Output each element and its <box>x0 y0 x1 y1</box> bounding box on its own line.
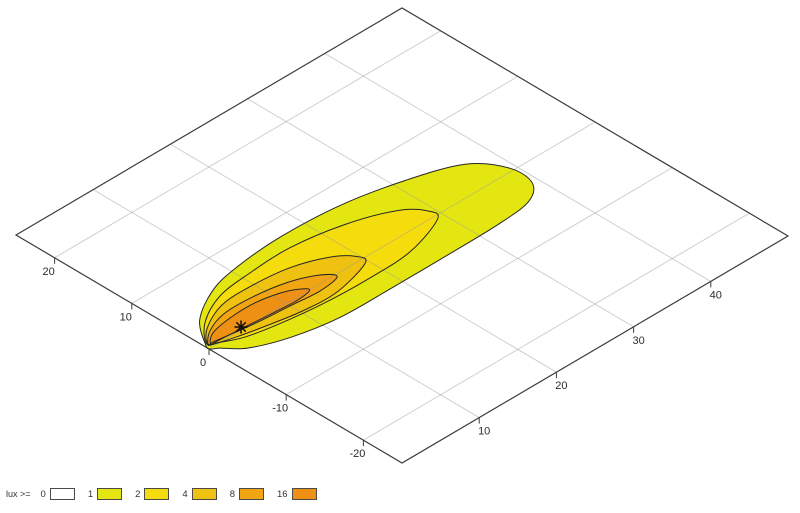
legend-item-label: 2 <box>135 488 141 500</box>
right-axis-label-10: 10 <box>478 426 490 438</box>
legend-item-label: 1 <box>87 488 94 500</box>
left-axis-label-20: 20 <box>42 266 54 278</box>
legend-item-label: 0 <box>40 488 46 500</box>
contour-line-4 <box>205 255 367 346</box>
legend-swatch <box>191 488 217 500</box>
legend-item-2: 2 <box>135 488 170 500</box>
left-axis-label--10: -10 <box>272 403 288 415</box>
right-axis-label-20: 20 <box>555 380 567 392</box>
legend-item-label: 4 <box>182 488 188 500</box>
gridline-u40 <box>324 52 712 282</box>
contour-line-1 <box>199 163 535 350</box>
left-axis-label--20: -20 <box>349 448 365 460</box>
legend-swatch <box>49 488 75 500</box>
legend-item-0: 0 <box>41 488 75 500</box>
right-axis-label-40: 40 <box>710 289 722 301</box>
legend-swatch <box>239 488 265 500</box>
plot-border <box>14 7 790 464</box>
gridline-v0 <box>208 121 596 350</box>
gridline-u10 <box>92 189 480 419</box>
legend-item-1: 1 <box>87 488 123 500</box>
legend-item-label: 16 <box>277 488 288 500</box>
legend-swatch <box>144 488 170 500</box>
gridline-v-20 <box>363 212 750 441</box>
legend-swatch <box>97 488 123 500</box>
legend-item-16: 16 <box>277 488 317 500</box>
legend-item-label: 8 <box>229 488 236 500</box>
contour-line-2 <box>203 208 439 346</box>
legend: lux >= 0 1 2 4 8 16 <box>6 486 330 502</box>
legend-items: 0 1 2 4 8 16 <box>41 488 330 500</box>
contour-line-16 <box>209 288 311 346</box>
left-axis-label-0: 0 <box>200 357 206 369</box>
legend-item-4: 4 <box>182 488 217 500</box>
source-marker-icon <box>236 321 247 332</box>
gridline-u30 <box>247 98 634 328</box>
right-axis-label-30: 30 <box>632 335 644 347</box>
legend-title: lux >= <box>6 489 31 499</box>
legend-swatch <box>291 488 317 500</box>
gridline-v-10 <box>285 167 673 396</box>
gridline-v10 <box>131 75 519 304</box>
left-axis-label-10: 10 <box>120 311 132 323</box>
gridline-v20 <box>54 30 441 259</box>
legend-item-8: 8 <box>229 488 265 500</box>
contour-fill-16 <box>210 288 310 345</box>
